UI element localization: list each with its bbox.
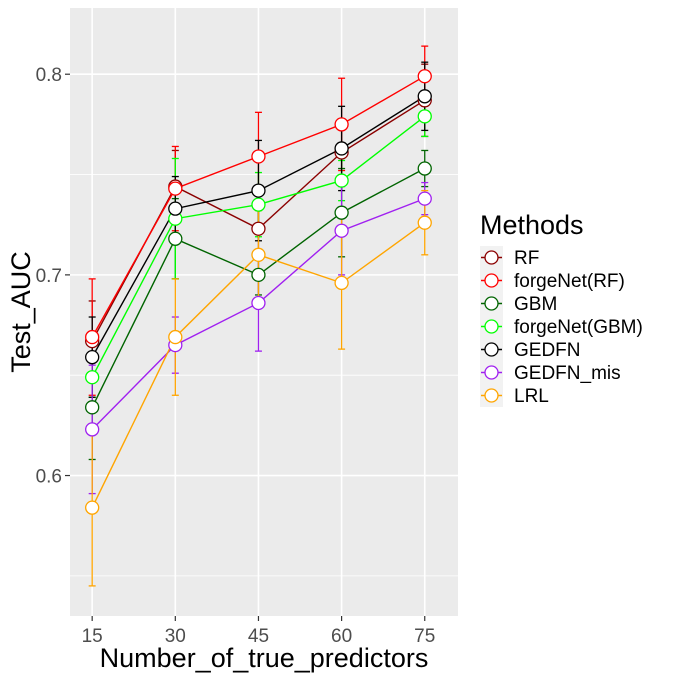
data-point — [85, 422, 100, 437]
data-point — [417, 69, 432, 84]
data-point — [417, 215, 432, 230]
data-point — [85, 349, 100, 365]
data-point — [417, 161, 432, 176]
data-point — [417, 109, 432, 124]
series-points — [85, 69, 432, 515]
data-point — [168, 201, 183, 216]
data-point — [251, 221, 266, 236]
legend-label: GEDFN_mis — [514, 363, 621, 384]
legend-key-point — [484, 365, 499, 380]
x-axis-title: Number_of_true_predictors — [100, 643, 429, 673]
legend-key-point — [484, 296, 499, 311]
data-point — [417, 89, 432, 104]
data-point — [85, 370, 100, 385]
legend-key-point — [484, 388, 499, 403]
legend-key-point — [484, 319, 499, 334]
legend-title: Methods — [480, 210, 584, 240]
y-axis: 0.6 0.7 0.8 — [36, 65, 70, 488]
data-point — [85, 400, 100, 415]
data-point — [251, 295, 266, 311]
data-point — [251, 247, 266, 262]
legend-label: GBM — [514, 294, 557, 315]
legend-key-point — [484, 250, 499, 265]
panel-background — [70, 8, 458, 616]
data-point — [251, 197, 266, 212]
x-tick-label: 60 — [331, 626, 352, 647]
y-tick-label: 0.7 — [36, 266, 62, 287]
data-point — [334, 205, 349, 220]
data-point — [251, 149, 266, 164]
x-tick-label: 75 — [414, 626, 435, 647]
legend: Methods RFforgeNet(RF)GBMforgeNet(GBM)GE… — [480, 210, 643, 407]
data-point — [334, 223, 349, 238]
y-tick-label: 0.6 — [36, 467, 62, 488]
data-point — [168, 181, 183, 196]
data-point — [168, 329, 183, 345]
data-point — [334, 141, 349, 156]
data-point — [251, 267, 266, 283]
x-tick-label: 15 — [82, 626, 103, 647]
y-axis-title: Test_AUC — [6, 251, 36, 373]
series-layer — [85, 45, 432, 587]
data-point — [85, 329, 100, 345]
data-point — [334, 117, 349, 132]
legend-label: RF — [514, 248, 539, 269]
legend-label: forgeNet(RF) — [514, 271, 625, 292]
data-point — [417, 191, 432, 206]
legend-key-point — [484, 273, 499, 288]
legend-key-point — [484, 342, 499, 357]
legend-label: LRL — [514, 386, 549, 407]
y-tick-label: 0.8 — [36, 65, 62, 86]
x-tick-label: 45 — [248, 626, 269, 647]
legend-label: GEDFN — [514, 340, 581, 361]
data-point — [334, 173, 349, 188]
legend-label: forgeNet(GBM) — [514, 317, 643, 338]
data-point — [334, 275, 349, 291]
x-tick-label: 30 — [165, 626, 186, 647]
data-point — [251, 183, 266, 198]
x-axis: 15 30 45 60 75 — [82, 616, 435, 647]
data-point — [168, 231, 183, 246]
data-point — [85, 500, 100, 515]
